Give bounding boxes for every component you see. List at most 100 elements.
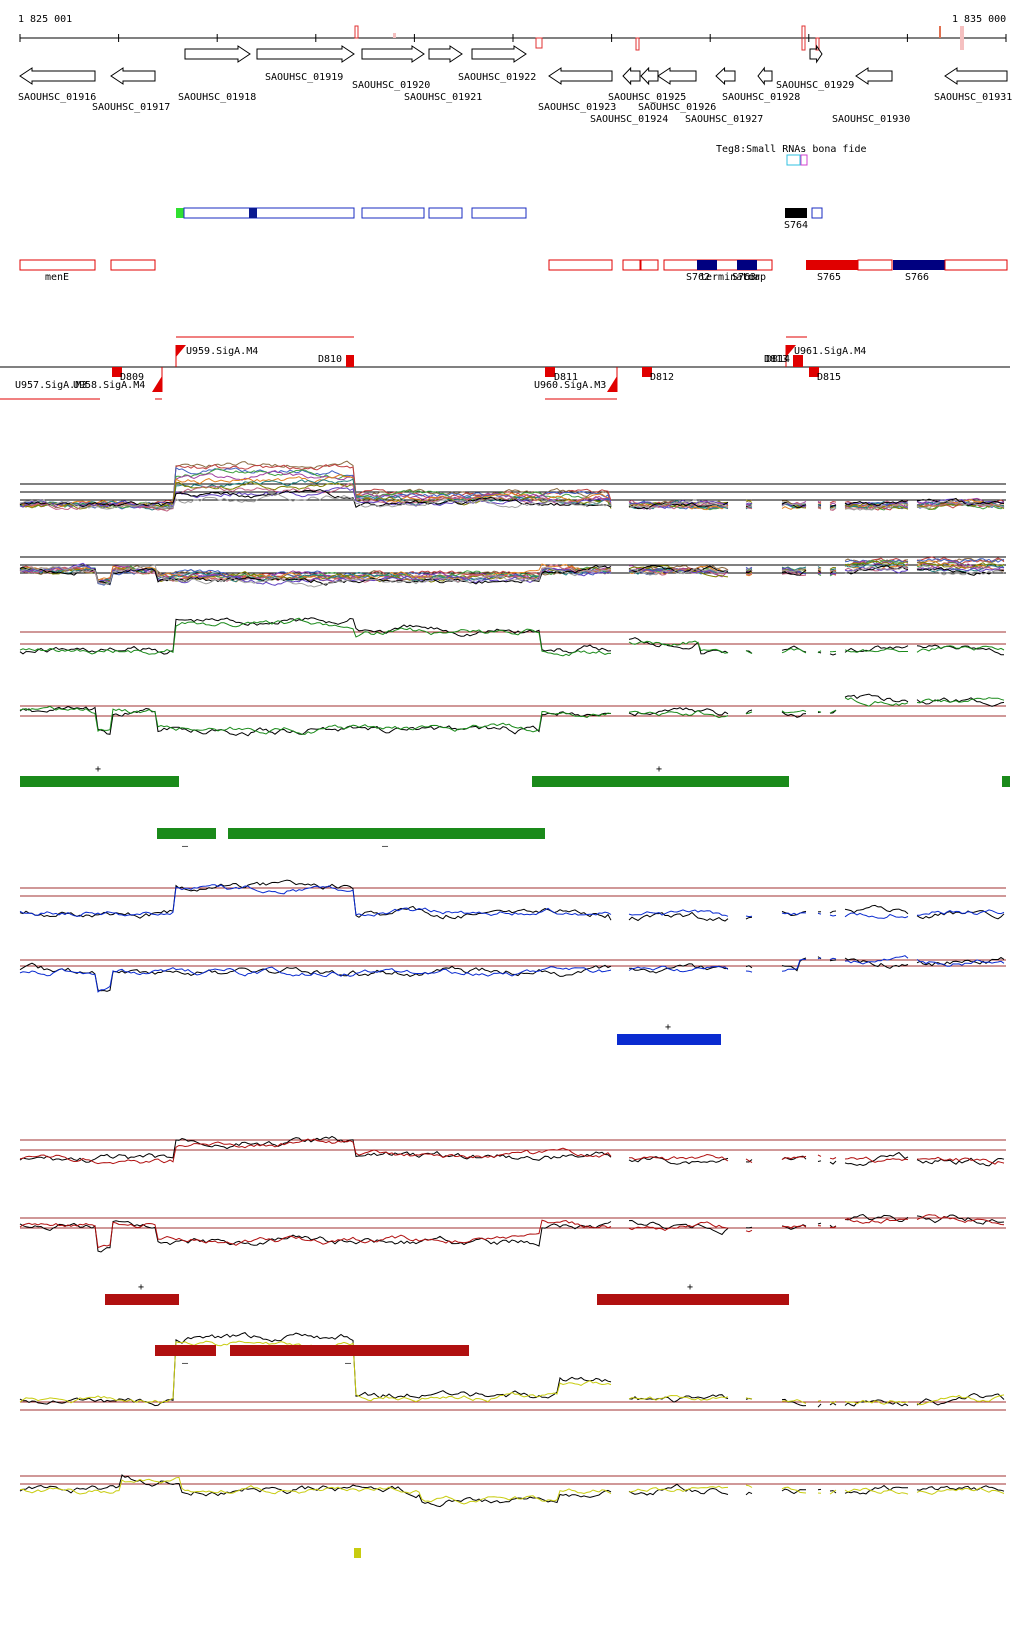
feature-red-4[interactable]	[622, 259, 641, 271]
expression-track-green-minus	[19, 693, 1006, 737]
promoter-terminator-track: U959.SigA.M4 D810 U961.SigA.M4 D813 D814…	[0, 336, 1010, 400]
feature-green-start[interactable]	[176, 208, 184, 218]
gene-label-saouhsc_01923: SAOUHSC_01923	[538, 102, 616, 113]
profile-line	[19, 1138, 1005, 1165]
feature-s765[interactable]	[806, 260, 858, 270]
gene-label-saouhsc_01921: SAOUHSC_01921	[404, 92, 482, 103]
gene-arrow-saouhsc_01919[interactable]	[256, 45, 355, 63]
gene-label-saouhsc_01916: SAOUHSC_01916	[18, 92, 96, 103]
terminator-d812[interactable]	[642, 367, 652, 377]
gene-arrow-saouhsc_01930[interactable]	[855, 67, 893, 85]
promoter-flag-u961[interactable]	[786, 345, 796, 357]
gene-arrow-saouhsc_01924[interactable]	[622, 66, 641, 86]
feature-red-7[interactable]	[857, 259, 893, 271]
terminator-d814[interactable]	[793, 355, 803, 367]
profile-line	[19, 493, 1005, 511]
feature-red-5[interactable]	[640, 259, 659, 271]
feature-red-6[interactable]	[663, 259, 773, 271]
expression-track-1	[19, 460, 1006, 512]
gene-label-saouhsc_01931: SAOUHSC_01931	[934, 92, 1012, 103]
profile-line	[19, 1135, 1005, 1167]
red-minus-mark-1: –	[182, 1358, 189, 1369]
feature-navy-s763[interactable]	[737, 260, 757, 270]
red-plus-segment-2[interactable]	[597, 1294, 789, 1305]
feature-blue-5[interactable]	[811, 207, 823, 219]
green-minus-segment-2[interactable]	[228, 828, 545, 839]
green-plus-segment-2[interactable]	[532, 776, 789, 787]
yellow-segment-1[interactable]	[354, 1548, 361, 1558]
feature-red-8[interactable]	[944, 259, 1008, 271]
feature-s766[interactable]	[893, 260, 945, 270]
feature-mene[interactable]	[19, 259, 96, 271]
promoter-flag-u960[interactable]	[607, 376, 617, 392]
profile-line	[19, 884, 1005, 919]
feature-s765-label: S765	[817, 272, 841, 283]
terminator-d811-label: D811	[554, 372, 578, 383]
promoter-u957-label: U957.SigA.M3	[15, 380, 87, 391]
feature-navy-block[interactable]	[249, 208, 257, 218]
terminator-d815-label: D815	[817, 372, 841, 383]
green-plus-mark-1: +	[95, 764, 101, 775]
terminator-d815[interactable]	[809, 367, 819, 377]
profile-line	[19, 1213, 1005, 1253]
profile-line	[19, 617, 1005, 657]
expression-track-green-plus	[19, 617, 1006, 657]
gene-arrow-saouhsc_01917[interactable]	[110, 67, 156, 85]
green-plus-segment-3[interactable]	[1002, 776, 1010, 787]
expression-tracks	[19, 460, 1006, 1508]
gene-arrow-saouhsc_01918[interactable]	[184, 45, 251, 63]
blue-plus-segment-1[interactable]	[617, 1034, 721, 1045]
gene-arrow-saouhsc_01929[interactable]	[809, 44, 823, 64]
feature-blue-3[interactable]	[428, 207, 463, 219]
green-minus-mark-1: –	[182, 841, 189, 852]
feature-s764[interactable]	[785, 208, 807, 218]
gene-arrow-saouhsc_01921[interactable]	[428, 45, 463, 63]
gene-arrow-saouhsc_01927[interactable]	[715, 66, 736, 86]
green-plus-mark-2: +	[656, 764, 662, 775]
small-rna-box-cyan[interactable]	[786, 154, 801, 166]
feature-blue-4[interactable]	[471, 207, 527, 219]
gene-arrow-saouhsc_01922[interactable]	[471, 45, 527, 63]
feature-red-3[interactable]	[548, 259, 613, 271]
red-minus-segment-2[interactable]	[230, 1345, 469, 1356]
terminator-d813-label: D813	[764, 354, 788, 365]
terminator-d810[interactable]	[346, 355, 354, 367]
small-rna-box-magenta[interactable]	[800, 154, 808, 166]
terminator-d811[interactable]	[545, 367, 555, 377]
gene-arrow-saouhsc_01926[interactable]	[657, 67, 697, 85]
feature-red-2[interactable]	[110, 259, 156, 271]
axis-start-label: 1 825 001	[18, 14, 72, 25]
profile-line	[19, 955, 1005, 993]
green-minus-segment-1[interactable]	[157, 828, 216, 839]
gene-arrow-saouhsc_01925[interactable]	[640, 66, 659, 86]
feature-blue-2[interactable]	[361, 207, 425, 219]
promoter-flag-u959[interactable]	[176, 345, 186, 357]
gene-label-saouhsc_01918: SAOUHSC_01918	[178, 92, 256, 103]
expression-track-yellow-minus	[19, 1474, 1006, 1508]
promoter-flag-u958[interactable]	[152, 376, 162, 392]
red-minus-segment-1[interactable]	[155, 1345, 216, 1356]
expression-track-blue-minus	[19, 955, 1006, 993]
gene-arrow-saouhsc_01931[interactable]	[944, 67, 1008, 85]
gene-arrow-saouhsc_01920[interactable]	[361, 45, 425, 63]
gene-label-saouhsc_01922: SAOUHSC_01922	[458, 72, 536, 83]
green-plus-segment-1[interactable]	[20, 776, 179, 787]
feature-navy-s762[interactable]	[697, 260, 717, 270]
axis-highlights	[354, 25, 964, 51]
profile-line	[19, 1474, 1005, 1508]
terminator-d809[interactable]	[112, 367, 122, 377]
gene-label-saouhsc_01927: SAOUHSC_01927	[685, 114, 763, 125]
expression-track-2	[19, 556, 1006, 588]
blue-plus-mark-1: +	[665, 1022, 671, 1033]
transcript-feature-row: S764	[176, 207, 823, 231]
gene-arrow-saouhsc_01928[interactable]	[757, 66, 773, 86]
gene-arrow-saouhsc_01923[interactable]	[548, 67, 613, 85]
promoter-u958-label: U958.SigA.M4	[73, 380, 145, 391]
feature-blue-1[interactable]	[183, 207, 355, 219]
feature-terminator-label: terminator	[700, 272, 760, 283]
gene-arrow-saouhsc_01916[interactable]	[19, 67, 96, 85]
red-plus-segment-1[interactable]	[105, 1294, 179, 1305]
feature-tmap-label: tmap	[742, 272, 766, 283]
profile-line	[19, 1332, 1005, 1408]
gene-label-saouhsc_01919: SAOUHSC_01919	[265, 72, 343, 83]
